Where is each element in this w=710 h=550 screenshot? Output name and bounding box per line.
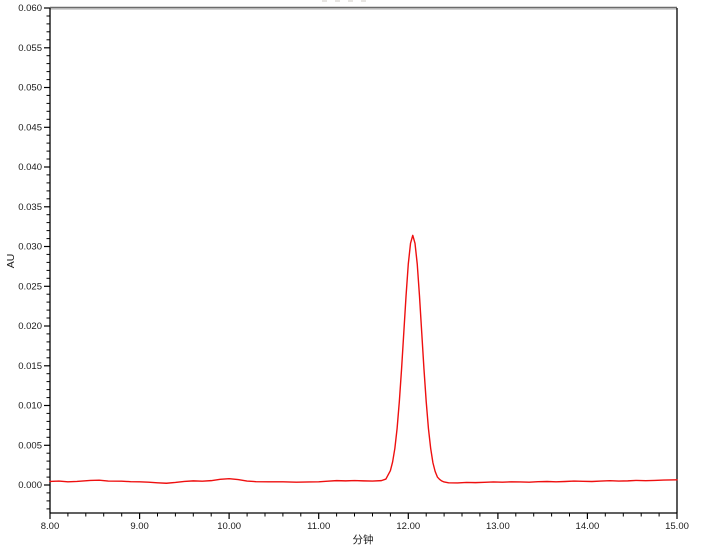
y-tick-label: 0.020 [18,321,42,332]
y-tick-label: 0.010 [18,401,42,412]
x-tick-label: 10.00 [217,521,241,532]
y-tick-label: 0.025 [18,281,42,292]
clipped-title-artifact [318,0,392,4]
x-tick-label: 12.00 [396,521,420,532]
y-tick-label: 0.060 [18,3,42,14]
y-tick-label: 0.045 [18,122,42,133]
x-tick-label: 13.00 [486,521,510,532]
y-tick-label: 0.040 [18,162,42,173]
x-tick-label: 9.00 [130,521,149,532]
y-tick-label: 0.000 [18,480,42,491]
y-tick-label: 0.035 [18,202,42,213]
y-tick-label: 0.015 [18,361,42,372]
y-axis-title: AU [5,253,17,269]
y-tick-label: 0.005 [18,440,42,451]
y-tick-label: 0.055 [18,43,42,54]
x-tick-label: 11.00 [307,521,330,532]
chromatogram-trace [49,234,678,484]
y-tick-label: 0.050 [18,83,42,94]
x-axis-title: 分钟 [352,534,374,546]
x-tick-label: 8.00 [41,521,60,532]
x-tick-label: 15.00 [665,521,689,532]
x-tick-label: 14.00 [576,521,600,532]
y-tick-label: 0.030 [18,242,42,253]
